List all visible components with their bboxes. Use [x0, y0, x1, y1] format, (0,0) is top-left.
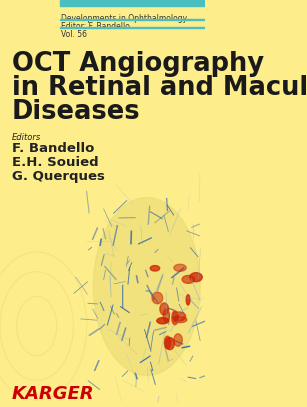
Bar	[60, 0, 205, 6]
Text: in Retinal and Macular: in Retinal and Macular	[12, 75, 307, 101]
Ellipse shape	[173, 317, 187, 323]
Text: F. Bandello: F. Bandello	[12, 142, 94, 155]
Ellipse shape	[182, 276, 195, 283]
Ellipse shape	[190, 273, 202, 282]
Ellipse shape	[157, 318, 169, 324]
Text: Developments in Ophthalmology: Developments in Ophthalmology	[61, 14, 188, 23]
Ellipse shape	[163, 309, 169, 322]
Bar	[60, 19, 205, 20]
Text: KARGER: KARGER	[12, 385, 95, 403]
Ellipse shape	[172, 311, 178, 325]
Ellipse shape	[174, 264, 186, 271]
Text: Editors: Editors	[12, 133, 41, 142]
Text: Diseases: Diseases	[12, 99, 141, 125]
Bar	[60, 27, 205, 28]
Ellipse shape	[173, 312, 186, 321]
Ellipse shape	[152, 292, 163, 304]
Ellipse shape	[150, 265, 160, 271]
Ellipse shape	[160, 303, 169, 315]
Ellipse shape	[93, 197, 200, 375]
Ellipse shape	[186, 295, 190, 305]
Text: OCT Angiography: OCT Angiography	[12, 51, 264, 77]
Text: Editor: F. Bandello: Editor: F. Bandello	[61, 22, 130, 31]
Ellipse shape	[174, 334, 182, 346]
Ellipse shape	[165, 337, 174, 350]
Text: Vol. 56: Vol. 56	[61, 30, 87, 39]
Text: G. Querques: G. Querques	[12, 170, 105, 183]
Ellipse shape	[164, 336, 171, 349]
Text: E.H. Souied: E.H. Souied	[12, 156, 99, 169]
